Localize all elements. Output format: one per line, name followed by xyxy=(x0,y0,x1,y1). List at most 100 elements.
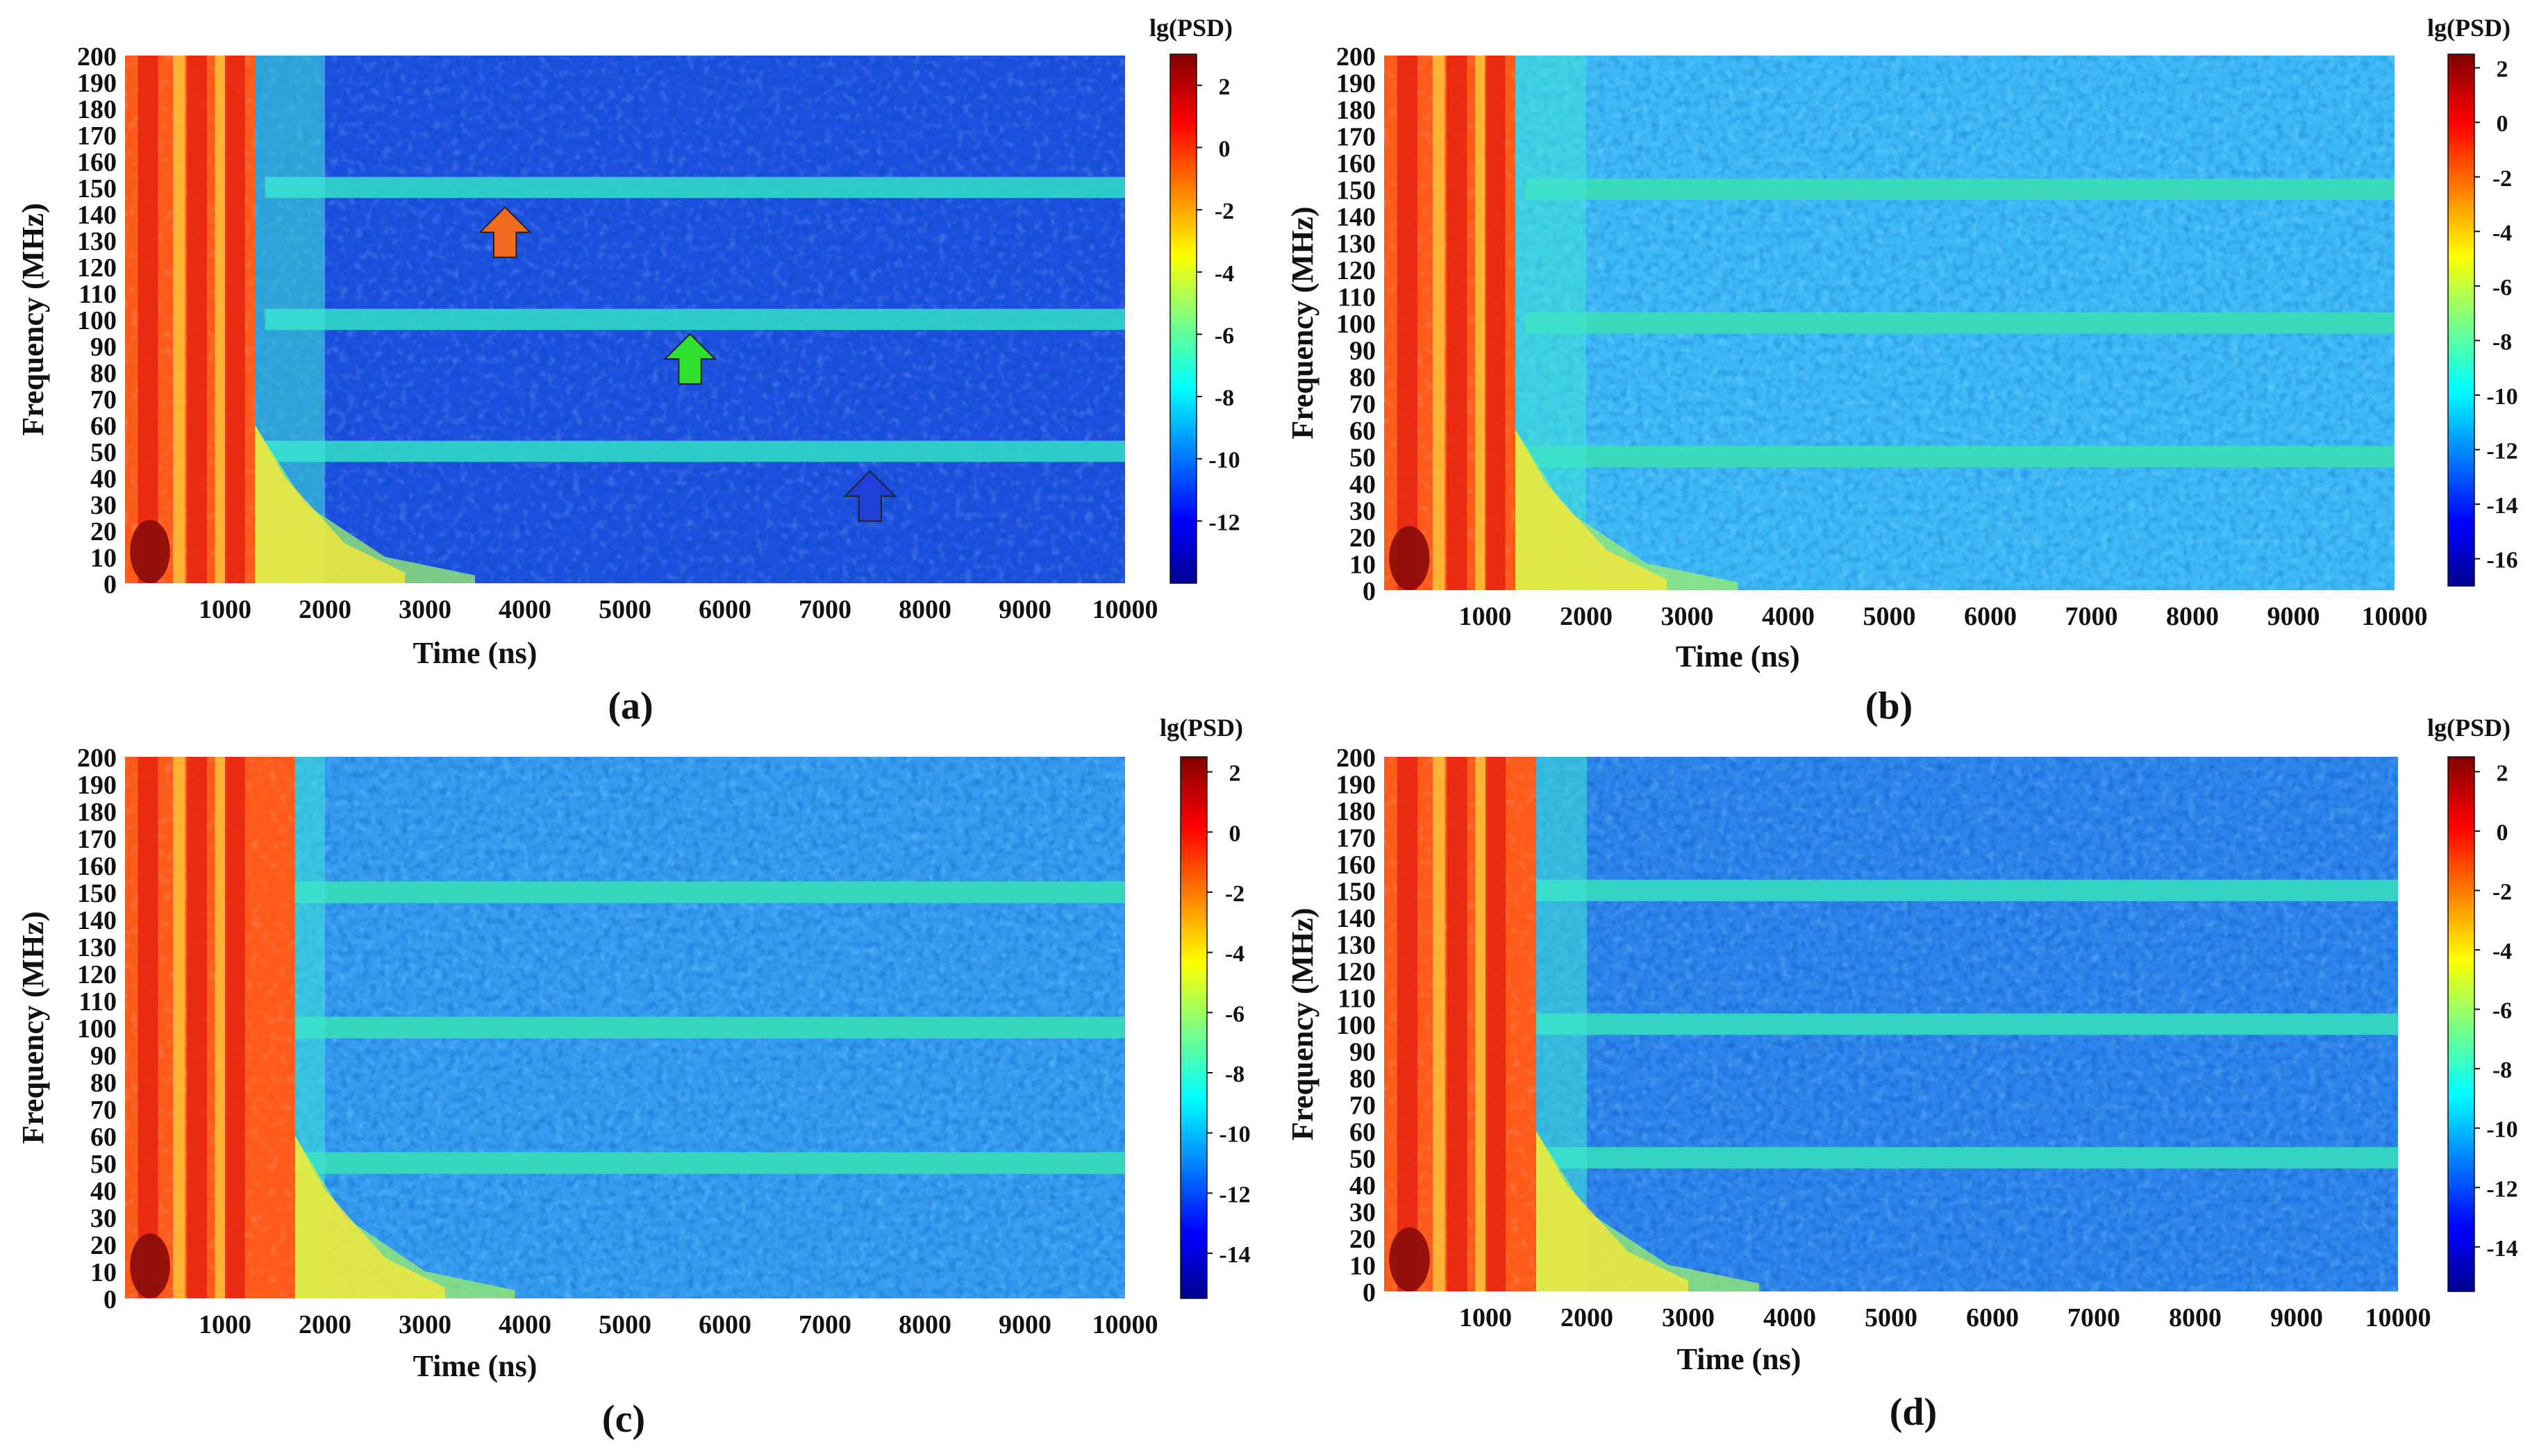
x-tick-label: 10000 xyxy=(1092,1310,1158,1339)
hot-stripe-gap-2 xyxy=(1474,56,1488,590)
band-50mhz xyxy=(265,440,1125,462)
colorbar-tick-label: -14 xyxy=(1219,1242,1250,1268)
y-tick-label: 160 xyxy=(1336,851,1376,880)
y-axis-title: Frequency (MHz) xyxy=(1285,907,1320,1140)
annotation-arrow-3 xyxy=(843,470,897,522)
x-tick-label: 2000 xyxy=(299,1310,351,1339)
colorbar-tick-label: 0 xyxy=(1219,136,1231,162)
x-tick-label: 2000 xyxy=(1560,1303,1613,1332)
colorbar-tick-label: -4 xyxy=(1225,942,1244,967)
colorbar-tick-label: -2 xyxy=(2492,880,2512,905)
colorbar-tick-label: -6 xyxy=(2492,998,2512,1024)
peak-hotspot xyxy=(130,1233,170,1298)
y-tick-label: 180 xyxy=(77,798,117,827)
x-tick-label: 8000 xyxy=(2166,602,2219,631)
panel-label: (a) xyxy=(608,685,653,728)
y-tick-label: 120 xyxy=(1336,957,1376,987)
peak-hotspot xyxy=(130,519,170,583)
y-tick-label: 20 xyxy=(90,1231,117,1260)
y-tick-label: 160 xyxy=(77,852,117,881)
x-tick-label: 4000 xyxy=(499,1310,551,1339)
hot-stripe-gap-2 xyxy=(215,56,227,583)
colorbar-tick-label: -14 xyxy=(2486,1236,2517,1262)
hot-stripe-gap-1 xyxy=(173,56,185,583)
y-tick-label: 10 xyxy=(90,1258,117,1287)
colorbar-tick-label: -2 xyxy=(2492,166,2512,192)
colorbar-tick-label: -12 xyxy=(1219,1182,1250,1207)
y-tick-label: 170 xyxy=(1336,123,1376,152)
y-tick-label: 110 xyxy=(1338,283,1376,312)
annotation-arrow-1 xyxy=(478,206,532,258)
y-tick-label: 20 xyxy=(1349,1225,1376,1254)
colorbar xyxy=(2447,53,2475,587)
hot-stripe-1 xyxy=(138,757,158,1298)
x-tick-label: 5000 xyxy=(599,595,651,624)
y-tick-label: 40 xyxy=(1349,1171,1376,1200)
x-tick-label: 4000 xyxy=(499,595,551,624)
hot-stripe-1 xyxy=(138,56,158,583)
colorbar-title: lg(PSD) xyxy=(2427,14,2511,42)
y-tick-label: 100 xyxy=(1336,310,1376,339)
y-tick-label: 30 xyxy=(1349,497,1376,526)
x-tick-label: 7000 xyxy=(799,1310,851,1339)
peak-hotspot xyxy=(1389,1227,1430,1291)
y-tick-label: 60 xyxy=(90,412,117,441)
y-tick-label: 0 xyxy=(1363,1278,1376,1307)
x-tick-label: 8000 xyxy=(899,595,951,624)
heatmap-area xyxy=(1384,56,2395,590)
y-tick-label: 190 xyxy=(77,69,117,98)
heatmap-area xyxy=(1384,757,2398,1291)
x-tick-label: 6000 xyxy=(1964,602,2017,631)
y-axis-title: Frequency (MHz) xyxy=(16,911,50,1144)
colorbar-tick-label: -10 xyxy=(1208,448,1240,474)
y-tick-label: 140 xyxy=(77,906,117,935)
y-tick-label: 90 xyxy=(90,1041,117,1071)
y-tick-label: 10 xyxy=(90,544,117,573)
x-tick-label: 1000 xyxy=(199,1310,251,1339)
y-tick-label: 130 xyxy=(77,227,117,256)
y-tick-label: 150 xyxy=(77,174,117,203)
colorbar-tick-label: 2 xyxy=(2497,57,2508,83)
colorbar-tick-label: -10 xyxy=(2486,384,2517,410)
y-tick-label: 100 xyxy=(77,306,117,335)
x-axis-title: Time (ns) xyxy=(413,1349,538,1383)
y-tick-label: 130 xyxy=(77,933,117,962)
low-frequency-tail-core xyxy=(265,1082,445,1298)
colorbar-tick-label: -16 xyxy=(2486,548,2517,574)
y-tick-label: 50 xyxy=(1349,1145,1376,1174)
y-tick-label: 40 xyxy=(90,465,117,494)
hot-stripe-2 xyxy=(187,757,208,1298)
colorbar-title: lg(PSD) xyxy=(1160,714,1243,742)
colorbar-tick-label: -8 xyxy=(1225,1062,1244,1087)
panel-label: (c) xyxy=(602,1398,645,1441)
y-tick-label: 140 xyxy=(1336,904,1376,933)
heatmap-area xyxy=(125,56,1125,583)
hot-stripe-1 xyxy=(1397,56,1418,590)
y-tick-label: 180 xyxy=(77,95,117,124)
peak-hotspot xyxy=(1389,526,1430,590)
hot-stripe-gap-1 xyxy=(1433,757,1445,1291)
panel-b: 0102030405060708090100110120130140150160… xyxy=(1285,14,2518,728)
colorbar-tick-label: -12 xyxy=(2486,1176,2517,1202)
y-tick-label: 160 xyxy=(77,148,117,177)
y-tick-label: 10 xyxy=(1349,1252,1376,1281)
y-tick-label: 110 xyxy=(78,987,117,1016)
hot-stripe-gap-2 xyxy=(1475,757,1488,1291)
x-tick-label: 4000 xyxy=(1763,1303,1816,1332)
y-tick-label: 170 xyxy=(77,122,117,151)
x-tick-label: 10000 xyxy=(2365,1303,2431,1332)
y-tick-label: 130 xyxy=(1336,230,1376,259)
y-tick-label: 80 xyxy=(1349,1064,1376,1094)
x-axis-title: Time (ns) xyxy=(1677,1342,1801,1376)
low-frequency-tail-core xyxy=(1485,376,1667,590)
y-tick-label: 10 xyxy=(1349,551,1376,580)
y-tick-label: 90 xyxy=(1349,1038,1376,1067)
x-tick-label: 7000 xyxy=(2065,602,2118,631)
y-tick-label: 180 xyxy=(1336,96,1376,125)
colorbar-tick-label: -6 xyxy=(1225,1001,1244,1027)
hot-stripe-2 xyxy=(187,56,208,583)
y-tick-label: 50 xyxy=(90,438,117,467)
band-150mhz xyxy=(265,881,1125,903)
hot-stripe-3 xyxy=(225,56,245,583)
y-tick-label: 110 xyxy=(78,280,117,309)
